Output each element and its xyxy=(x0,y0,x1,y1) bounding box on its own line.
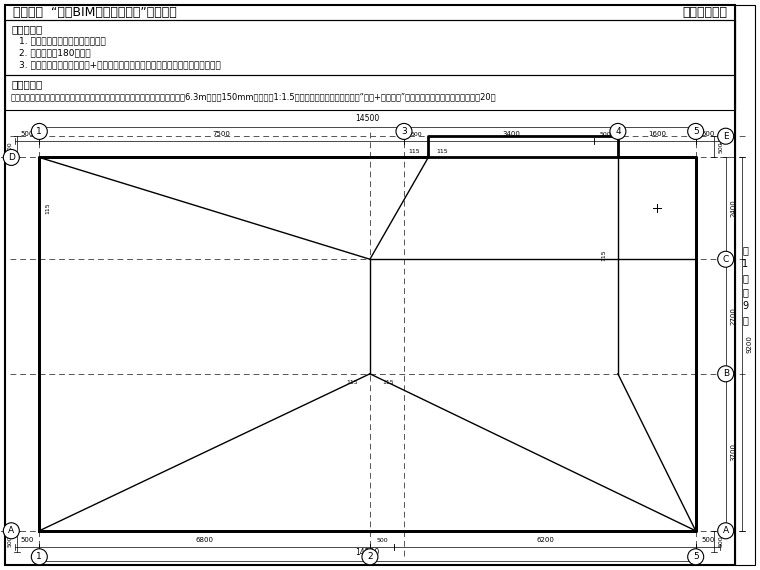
Text: 1: 1 xyxy=(36,127,43,136)
Bar xyxy=(5,75,735,110)
Text: 3700: 3700 xyxy=(730,443,736,461)
Text: 500: 500 xyxy=(21,132,34,137)
Circle shape xyxy=(396,124,412,140)
Bar xyxy=(735,5,755,565)
Circle shape xyxy=(31,549,47,565)
Text: 500: 500 xyxy=(701,537,714,543)
Text: 3. 新建文件夹（以选手证号+姓名命名），用于存放本次考试中生成的全部文件。: 3. 新建文件夹（以选手证号+姓名命名），用于存放本次考试中生成的全部文件。 xyxy=(19,60,220,69)
Text: 5: 5 xyxy=(693,552,698,561)
Text: D: D xyxy=(8,153,14,162)
Text: 14500: 14500 xyxy=(356,548,380,557)
Circle shape xyxy=(717,251,733,267)
Text: 500: 500 xyxy=(21,537,34,543)
Circle shape xyxy=(31,124,47,140)
Text: 2. 考试时间为180分钟；: 2. 考试时间为180分钟； xyxy=(19,48,90,57)
Text: 500: 500 xyxy=(8,141,12,153)
Text: 第: 第 xyxy=(742,245,748,255)
Text: 3400: 3400 xyxy=(502,132,520,137)
Text: 500: 500 xyxy=(600,132,612,137)
Text: 115: 115 xyxy=(601,249,606,261)
Text: 500: 500 xyxy=(376,538,388,543)
Text: 3: 3 xyxy=(401,127,407,136)
Text: 115: 115 xyxy=(382,380,394,385)
Bar xyxy=(5,20,735,75)
Circle shape xyxy=(610,124,626,140)
Circle shape xyxy=(362,549,378,565)
Text: 考试要求：: 考试要求： xyxy=(11,24,43,34)
Text: 试题部分：: 试题部分： xyxy=(11,79,43,89)
Circle shape xyxy=(717,523,733,539)
Text: 115: 115 xyxy=(436,149,448,153)
Text: 14500: 14500 xyxy=(356,115,380,124)
Text: 7500: 7500 xyxy=(213,132,230,137)
Text: 2400: 2400 xyxy=(730,200,736,217)
Circle shape xyxy=(717,128,733,144)
Text: 中国图学学会: 中国图学学会 xyxy=(682,6,727,19)
Text: 页: 页 xyxy=(742,315,748,325)
Text: 115: 115 xyxy=(346,380,358,385)
Circle shape xyxy=(3,523,19,539)
Bar xyxy=(618,157,695,259)
Circle shape xyxy=(717,366,733,382)
Text: 1. 考试方式：计算机绘图，闭卷；: 1. 考试方式：计算机绘图，闭卷； xyxy=(19,36,106,45)
Text: E: E xyxy=(723,132,729,141)
Text: 500: 500 xyxy=(701,132,714,137)
Circle shape xyxy=(3,149,19,165)
Text: 1: 1 xyxy=(742,259,748,269)
Text: 页: 页 xyxy=(742,273,748,283)
Circle shape xyxy=(688,549,704,565)
Text: 2: 2 xyxy=(367,552,372,561)
Text: A: A xyxy=(723,526,729,535)
Text: 2700: 2700 xyxy=(730,308,736,325)
Text: 9: 9 xyxy=(742,301,748,311)
Text: B: B xyxy=(723,369,729,378)
Text: 5: 5 xyxy=(693,127,698,136)
Text: 6200: 6200 xyxy=(536,537,554,543)
Circle shape xyxy=(688,124,704,140)
Text: 1600: 1600 xyxy=(648,132,666,137)
Text: A: A xyxy=(8,526,14,535)
Text: 1: 1 xyxy=(36,552,43,561)
Text: 500: 500 xyxy=(8,536,12,547)
Text: 共: 共 xyxy=(742,287,748,297)
Text: 115: 115 xyxy=(46,202,50,214)
Text: 500: 500 xyxy=(719,141,724,153)
Text: 9200: 9200 xyxy=(746,335,752,353)
Text: C: C xyxy=(723,255,729,264)
Text: 115: 115 xyxy=(409,149,420,153)
Text: 500: 500 xyxy=(719,536,724,547)
Text: 500: 500 xyxy=(410,132,422,137)
Text: 4: 4 xyxy=(615,127,621,136)
Text: 第十一期  “全国BIM技能等级考试”一级试题: 第十一期 “全国BIM技能等级考试”一级试题 xyxy=(13,6,177,19)
Text: 6800: 6800 xyxy=(195,537,214,543)
Text: 一、根据下图给定数据创建轴网与屋顶，轴网显示方式参考下图，屋顶底标高为6.3m，厚度150mm，坡度为1:1.5，材质不限，请将模型文件以“屋顶+考生姓名”为文: 一、根据下图给定数据创建轴网与屋顶，轴网显示方式参考下图，屋顶底标高为6.3m，… xyxy=(11,92,496,101)
